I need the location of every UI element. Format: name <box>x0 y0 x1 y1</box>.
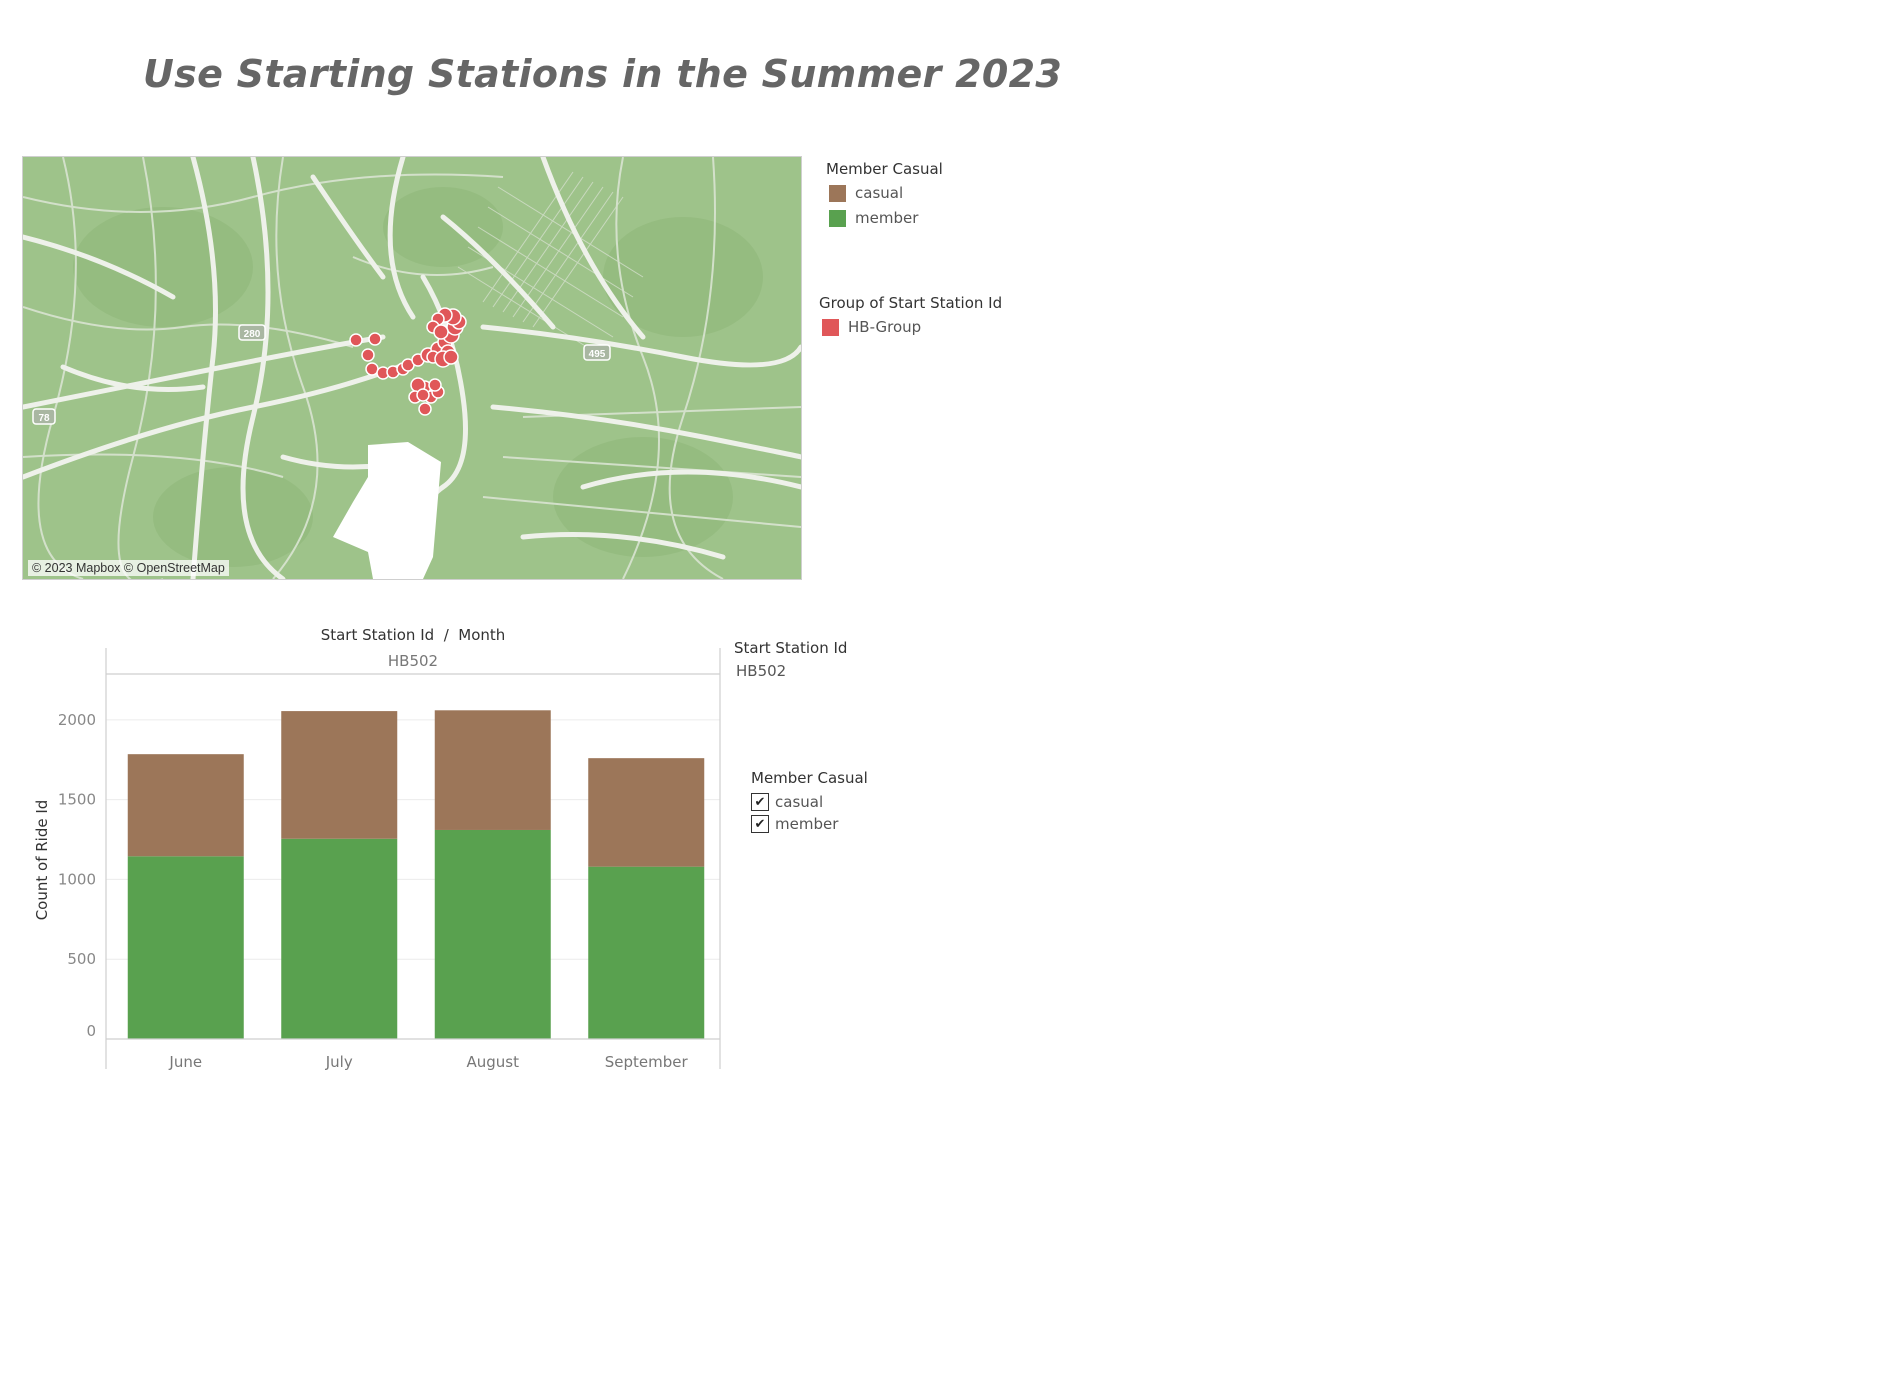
x-tick-label: September <box>605 1053 689 1071</box>
x-tick-label: August <box>467 1053 520 1071</box>
station-marker[interactable] <box>361 348 375 362</box>
chart-bars[interactable] <box>127 710 705 1039</box>
x-tick-label: July <box>325 1053 353 1071</box>
station-marker[interactable] <box>349 333 363 347</box>
y-axis-ticks: 0 500 1000 1500 2000 <box>58 711 96 1040</box>
filter-option-label: casual <box>775 793 824 811</box>
map-terrain <box>73 187 763 567</box>
highway-shield-280: 280 <box>238 324 266 341</box>
svg-text:78: 78 <box>38 413 50 424</box>
bar-member-july[interactable] <box>281 838 398 1039</box>
station-marker[interactable] <box>443 349 459 365</box>
station-marker[interactable] <box>365 362 379 376</box>
station-marker[interactable] <box>416 388 430 402</box>
y-axis-label: Count of Ride Id <box>33 800 51 921</box>
filter-option-casual[interactable]: ✔ casual <box>751 793 823 811</box>
bar-member-june[interactable] <box>127 856 244 1039</box>
legend-item-member[interactable]: member <box>829 209 918 227</box>
svg-text:495: 495 <box>589 349 606 360</box>
filter-start-station-value[interactable]: HB502 <box>736 662 787 680</box>
legend-member-casual-title: Member Casual <box>826 160 943 178</box>
y-tick-label: 2000 <box>58 711 96 729</box>
bar-chart[interactable]: Start Station Id / Month HB502 Count of … <box>0 610 900 1080</box>
checkbox-casual[interactable]: ✔ <box>751 793 769 811</box>
station-marker[interactable] <box>428 378 442 392</box>
legend-group-title: Group of Start Station Id <box>819 294 1003 312</box>
member-swatch <box>829 209 846 227</box>
panel-label: HB502 <box>388 652 438 670</box>
map-attribution[interactable]: © 2023 Mapbox © OpenStreetMap <box>28 560 229 576</box>
legend-item-label: HB-Group <box>848 318 922 336</box>
casual-swatch <box>829 184 846 202</box>
station-marker[interactable] <box>433 324 449 340</box>
highway-shield-495: 495 <box>583 344 611 361</box>
legend-item-hb-group[interactable]: HB-Group <box>822 318 921 336</box>
bar-member-august[interactable] <box>434 829 551 1039</box>
station-markers[interactable] <box>349 307 467 416</box>
station-map[interactable]: 280 495 78 © 2023 Mapbox © OpenStreetMap <box>22 156 802 580</box>
map-canvas[interactable]: 280 495 78 <box>23 157 801 579</box>
chart-frame <box>105 648 721 1069</box>
checkbox-member[interactable]: ✔ <box>751 815 769 833</box>
legend-item-label: casual <box>855 184 904 202</box>
filter-option-label: member <box>775 815 839 833</box>
y-tick-label: 1500 <box>58 791 96 809</box>
map-water-area <box>333 442 441 579</box>
dashboard-title: Use Starting Stations in the Summer 2023 <box>143 52 1063 96</box>
y-tick-label: 500 <box>67 950 96 968</box>
highway-shield-78: 78 <box>32 408 56 425</box>
legend-item-label: member <box>855 209 919 227</box>
station-marker[interactable] <box>368 332 382 346</box>
y-tick-label: 0 <box>86 1022 96 1040</box>
filter-start-station-title: Start Station Id <box>734 639 848 657</box>
chart-header: Start Station Id / Month <box>321 626 506 644</box>
svg-text:280: 280 <box>244 329 261 340</box>
map-major-roads <box>23 157 801 579</box>
bar-casual-july[interactable] <box>281 711 398 839</box>
y-tick-label: 1000 <box>58 870 96 888</box>
x-tick-label: June <box>168 1053 202 1071</box>
station-marker[interactable] <box>418 402 432 416</box>
bar-casual-august[interactable] <box>434 710 551 830</box>
bar-member-september[interactable] <box>588 866 705 1039</box>
hb-group-swatch <box>822 318 839 336</box>
bar-casual-june[interactable] <box>127 754 244 857</box>
x-axis-ticks: June July August September <box>168 1053 688 1071</box>
bar-chart-svg[interactable]: Start Station Id / Month HB502 Count of … <box>0 610 900 1080</box>
bar-casual-september[interactable] <box>588 758 705 867</box>
legend-item-casual[interactable]: casual <box>829 184 903 202</box>
filter-option-member[interactable]: ✔ member <box>751 815 838 833</box>
filter-member-casual-title: Member Casual <box>751 769 868 787</box>
